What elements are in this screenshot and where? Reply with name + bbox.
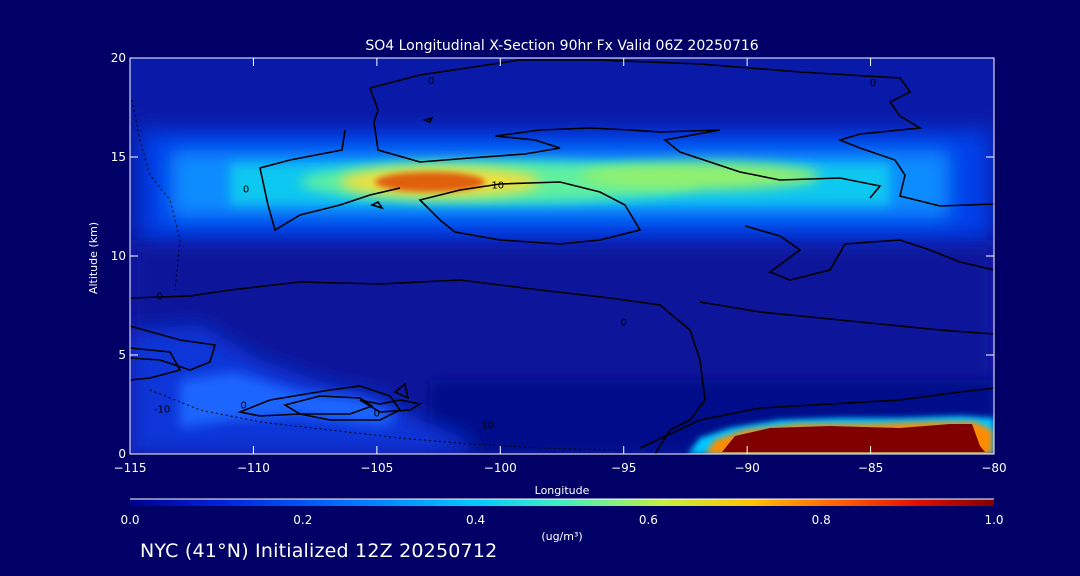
contour-east-mid bbox=[744, 225, 994, 281]
contour-label: 0 bbox=[621, 317, 627, 328]
contour-label: 0 bbox=[428, 76, 434, 87]
contour-lines bbox=[130, 59, 994, 454]
contour-west-upper bbox=[259, 129, 401, 232]
x-tick-label: −115 bbox=[114, 461, 147, 475]
contour-west-low-2 bbox=[130, 347, 182, 381]
x-axis: −115 −110 −105 −100 −95 −90 −85 −80 bbox=[114, 58, 1007, 475]
x-tick-label: −80 bbox=[981, 461, 1006, 475]
plot-area: 0 0 0 10 0 0 -10 0 0 10 bbox=[130, 58, 994, 454]
colorbar-tick-label: 0.2 bbox=[293, 513, 312, 527]
x-tick-label: −110 bbox=[237, 461, 270, 475]
contour-upper-north bbox=[369, 59, 994, 207]
x-tick-label: −105 bbox=[360, 461, 393, 475]
contour-central-upper bbox=[369, 87, 882, 199]
y-tick-label: 10 bbox=[111, 249, 126, 263]
plume-core bbox=[722, 424, 985, 452]
y-tick-label: 5 bbox=[118, 348, 126, 362]
x-tick-label: −95 bbox=[611, 461, 636, 475]
contour-label: -10 bbox=[154, 404, 170, 415]
contour-dotted bbox=[131, 99, 621, 451]
contour-west-low-1 bbox=[130, 325, 217, 371]
contour-label: 0 bbox=[374, 408, 380, 419]
colorbar-tick-label: 1.0 bbox=[984, 513, 1003, 527]
contour-west-low-6 bbox=[393, 382, 410, 400]
x-axis-label: Longitude bbox=[535, 484, 590, 497]
colorbar-tick-label: 0.8 bbox=[812, 513, 831, 527]
contour-upper-small bbox=[422, 116, 434, 124]
y-tick-label: 15 bbox=[111, 150, 126, 164]
contour-label: 0 bbox=[243, 185, 249, 196]
contour-mid-tropo bbox=[130, 279, 706, 454]
upper-layer-peak bbox=[375, 172, 485, 192]
contour-east-low bbox=[699, 301, 994, 335]
contour-labels: 0 0 0 10 0 0 -10 0 0 10 bbox=[154, 76, 876, 432]
colorbar: 0.0 0.2 0.4 0.6 0.8 1.0 (ug/m³) bbox=[120, 498, 1004, 543]
x-tick-label: −85 bbox=[858, 461, 883, 475]
x-tick-label: −90 bbox=[734, 461, 759, 475]
y-axis-label: Altitude (km) bbox=[87, 222, 100, 294]
run-info: NYC (41°N) Initialized 12Z 20250712 bbox=[140, 540, 498, 562]
contour-label: 0 bbox=[156, 292, 162, 303]
chart-title: SO4 Longitudinal X-Section 90hr Fx Valid… bbox=[365, 38, 758, 54]
colorbar-bar bbox=[130, 499, 994, 506]
contour-label: 10 bbox=[482, 420, 495, 431]
contour-west-low-5 bbox=[359, 399, 423, 413]
contour-dotted-low bbox=[149, 389, 621, 451]
upper-layer-green-east bbox=[580, 162, 820, 190]
colorbar-tick-label: 0.0 bbox=[120, 513, 139, 527]
y-tick-label: 20 bbox=[111, 51, 126, 65]
contour-east-plume bbox=[639, 387, 994, 449]
x-tick-label: −100 bbox=[484, 461, 517, 475]
contour-label: 0 bbox=[870, 78, 876, 89]
contour-10-loop bbox=[418, 181, 642, 245]
y-axis: 0 5 10 15 20 bbox=[111, 51, 994, 461]
contour-label: 10 bbox=[491, 181, 504, 192]
y-tick-label: 0 bbox=[118, 447, 126, 461]
contour-west-low-3 bbox=[237, 385, 402, 421]
contour-west-low-4 bbox=[282, 395, 374, 415]
contour-west-small bbox=[369, 200, 384, 210]
colorbar-units: (ug/m³) bbox=[541, 530, 582, 543]
contour-label: 0 bbox=[240, 401, 246, 412]
colorbar-ticks: 0.0 0.2 0.4 0.6 0.8 1.0 bbox=[120, 513, 1003, 527]
colorbar-tick-label: 0.4 bbox=[466, 513, 485, 527]
colorbar-tick-label: 0.6 bbox=[639, 513, 658, 527]
